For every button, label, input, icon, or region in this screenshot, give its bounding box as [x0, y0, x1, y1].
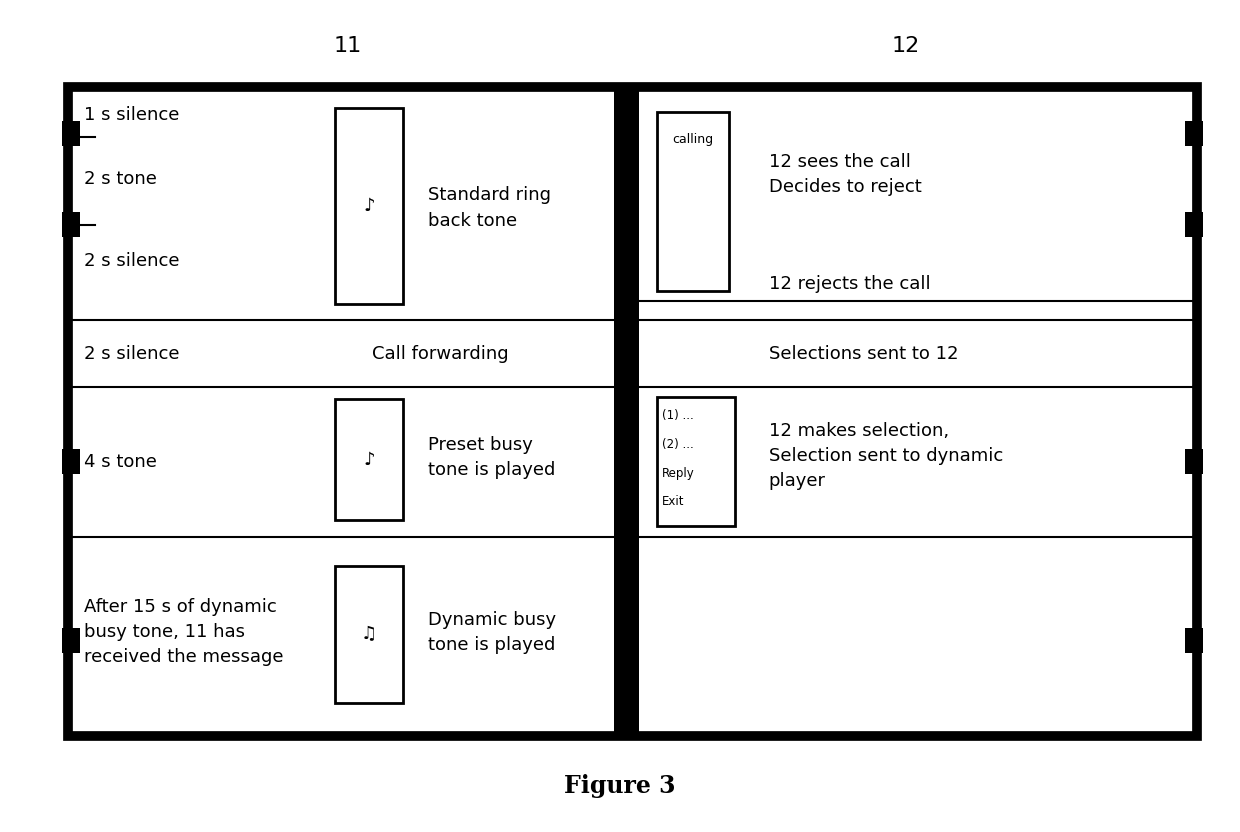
Text: After 15 s of dynamic
busy tone, 11 has
received the message: After 15 s of dynamic busy tone, 11 has … [84, 598, 284, 666]
Text: ♫: ♫ [361, 626, 377, 643]
Text: 2 s silence: 2 s silence [84, 344, 180, 363]
Bar [68, 87, 1197, 736]
Bar [1184, 449, 1203, 474]
Text: 12 makes selection,
Selection sent to dynamic
player: 12 makes selection, Selection sent to dy… [769, 422, 1003, 490]
Text: 11: 11 [334, 36, 361, 56]
Bar [614, 87, 639, 736]
Text: Dynamic busy
tone is played: Dynamic busy tone is played [428, 611, 556, 654]
Text: (2) ...: (2) ... [662, 438, 694, 451]
Bar [1184, 212, 1203, 237]
Bar [1184, 628, 1203, 653]
Text: 12 sees the call
Decides to reject: 12 sees the call Decides to reject [769, 153, 921, 196]
Bar [62, 212, 81, 237]
Text: 2 s tone: 2 s tone [84, 170, 157, 188]
Text: (1) ...: (1) ... [662, 409, 694, 423]
Text: 4 s tone: 4 s tone [84, 453, 157, 471]
Bar [335, 399, 403, 520]
Text: 1 s silence: 1 s silence [84, 106, 180, 124]
Bar [657, 397, 735, 526]
Text: 12: 12 [892, 36, 919, 56]
Text: Preset busy
tone is played: Preset busy tone is played [428, 436, 556, 479]
Text: 2 s silence: 2 s silence [84, 252, 180, 270]
Bar [62, 449, 81, 474]
Bar [335, 108, 403, 304]
Bar [657, 112, 729, 291]
Text: Selections sent to 12: Selections sent to 12 [769, 344, 959, 363]
Text: ♪: ♪ [363, 451, 374, 468]
Bar [1184, 121, 1203, 146]
Bar [335, 566, 403, 703]
Text: Exit: Exit [662, 495, 684, 508]
Bar [62, 121, 81, 146]
Text: Reply: Reply [662, 467, 694, 480]
Text: Call forwarding: Call forwarding [372, 344, 508, 363]
Text: Standard ring
back tone: Standard ring back tone [428, 186, 551, 230]
Bar [62, 628, 81, 653]
Text: calling: calling [672, 133, 714, 146]
Text: ♪: ♪ [363, 197, 374, 215]
Text: 12 rejects the call: 12 rejects the call [769, 275, 930, 293]
Text: Figure 3: Figure 3 [564, 775, 676, 798]
